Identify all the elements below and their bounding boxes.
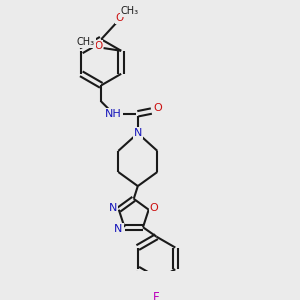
Text: N: N — [134, 128, 142, 138]
Text: O: O — [116, 13, 124, 23]
Text: CH₃: CH₃ — [77, 37, 95, 47]
Text: O: O — [150, 203, 158, 213]
Text: O: O — [94, 41, 102, 51]
Text: CH₃: CH₃ — [121, 6, 139, 16]
Text: NH: NH — [105, 109, 122, 119]
Text: F: F — [153, 291, 160, 300]
Text: N: N — [114, 224, 123, 234]
Text: O: O — [153, 103, 162, 113]
Text: N: N — [109, 203, 117, 213]
